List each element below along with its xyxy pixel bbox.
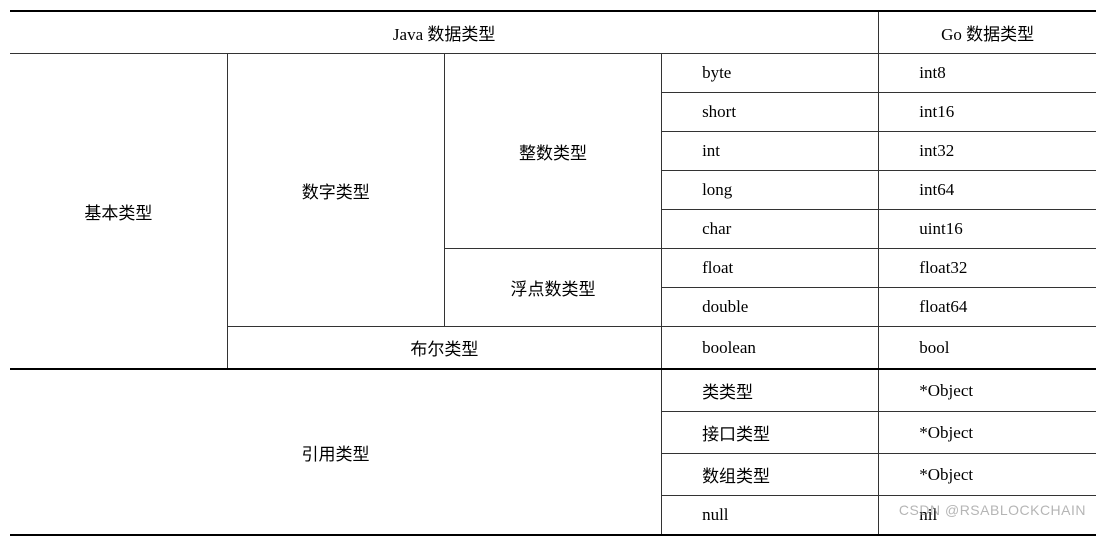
cell-java: boolean: [662, 327, 879, 370]
cell-java: 接口类型: [662, 412, 879, 454]
cell-go: int8: [879, 54, 1096, 93]
table-row: 基本类型 数字类型 整数类型 byte int8: [10, 54, 1096, 93]
cell-go: *Object: [879, 412, 1096, 454]
cell-java: null: [662, 496, 879, 536]
group-basic: 基本类型: [10, 54, 227, 370]
header-java: Java 数据类型: [10, 11, 879, 54]
cell-java: byte: [662, 54, 879, 93]
cell-java: 类类型: [662, 369, 879, 412]
cell-go: int32: [879, 132, 1096, 171]
cell-java: double: [662, 288, 879, 327]
cell-go: int64: [879, 171, 1096, 210]
cell-go: *Object: [879, 454, 1096, 496]
group-numeric: 数字类型: [227, 54, 444, 327]
table-row: 引用类型 类类型 *Object: [10, 369, 1096, 412]
table-header-row: Java 数据类型 Go 数据类型: [10, 11, 1096, 54]
cell-go: int16: [879, 93, 1096, 132]
cell-go: float32: [879, 249, 1096, 288]
cell-java: char: [662, 210, 879, 249]
cell-go: *Object: [879, 369, 1096, 412]
cell-java: long: [662, 171, 879, 210]
cell-java: 数组类型: [662, 454, 879, 496]
cell-go: uint16: [879, 210, 1096, 249]
group-integer: 整数类型: [444, 54, 661, 249]
cell-go: bool: [879, 327, 1096, 370]
group-reference: 引用类型: [10, 369, 662, 535]
cell-java: int: [662, 132, 879, 171]
cell-go: float64: [879, 288, 1096, 327]
header-go: Go 数据类型: [879, 11, 1096, 54]
cell-java: short: [662, 93, 879, 132]
group-float: 浮点数类型: [444, 249, 661, 327]
watermark-text: CSDN @RSABLOCKCHAIN: [899, 502, 1086, 518]
group-boolean: 布尔类型: [227, 327, 661, 370]
type-mapping-table: Java 数据类型 Go 数据类型 基本类型 数字类型 整数类型 byte in…: [10, 10, 1096, 536]
cell-java: float: [662, 249, 879, 288]
